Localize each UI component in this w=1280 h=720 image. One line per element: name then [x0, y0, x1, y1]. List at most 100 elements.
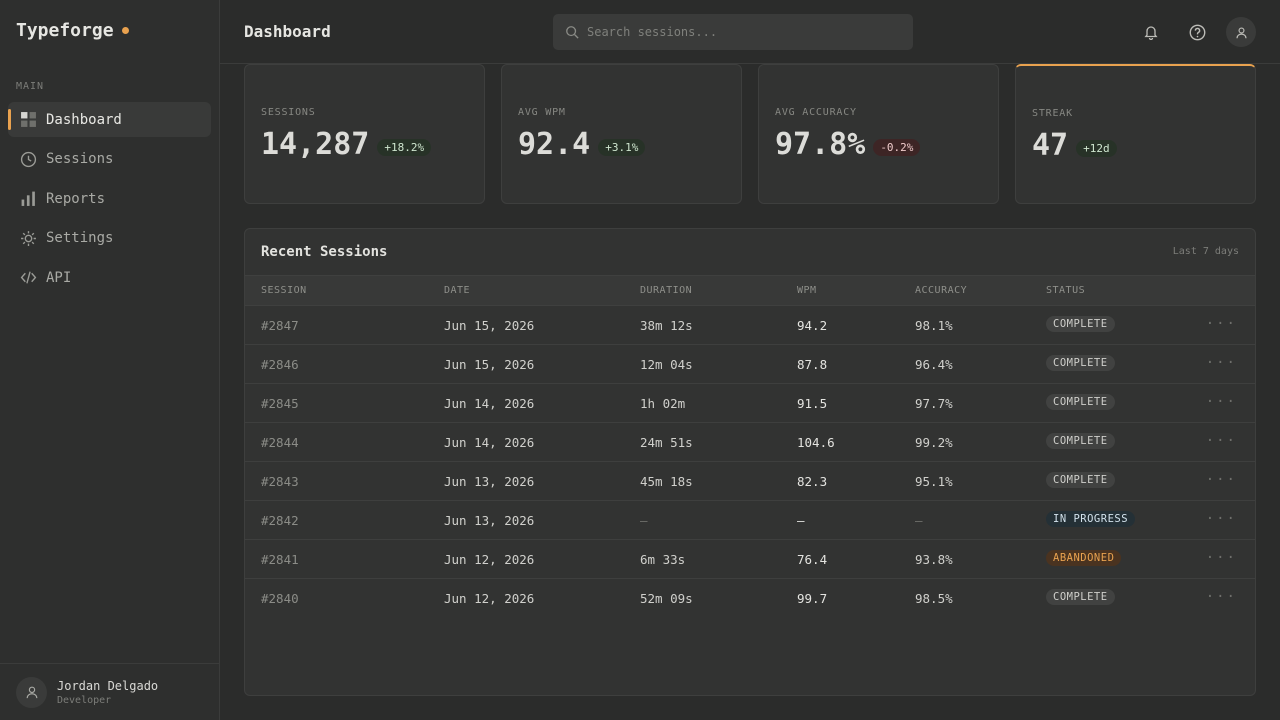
sidebar-item-api[interactable]: API — [8, 260, 211, 295]
table-row[interactable]: #2840 Jun 12, 2026 52m 09s 99.7 98.5% COMPLET… — [245, 579, 1255, 618]
status-badge: COMPLETE — [1046, 589, 1115, 605]
page-title: Dashboard — [244, 22, 331, 41]
sidebar-item-reports[interactable]: Reports — [8, 181, 211, 216]
session-accuracy: 97.7% — [915, 396, 953, 411]
bell-icon — [1144, 26, 1158, 40]
stat-delta-badge: +12d — [1076, 140, 1117, 157]
more-options-icon[interactable]: ··· — [1205, 433, 1237, 449]
session-date: Jun 12, 2026 — [444, 591, 535, 606]
session-accuracy: 95.1% — [915, 474, 953, 489]
session-id[interactable]: #2846 — [261, 357, 299, 372]
session-accuracy: 93.8% — [915, 552, 953, 567]
date-range-label[interactable]: Last 7 days — [1172, 246, 1239, 257]
sidebar-item-dashboard[interactable]: Dashboard — [8, 102, 211, 137]
session-id[interactable]: #2845 — [261, 396, 299, 411]
more-options-icon[interactable]: ··· — [1205, 589, 1237, 605]
clock-icon — [20, 151, 37, 168]
session-id[interactable]: #2847 — [261, 318, 299, 333]
sidebar-item-label: Sessions — [46, 151, 114, 167]
grid-icon — [20, 111, 37, 128]
session-date: Jun 15, 2026 — [444, 318, 535, 333]
column-header-duration[interactable]: DURATION — [640, 285, 693, 296]
sidebar-item-label: Reports — [46, 190, 106, 207]
status-badge: COMPLETE — [1046, 394, 1115, 410]
session-wpm: 82.3 — [797, 474, 828, 489]
session-id[interactable]: #2840 — [261, 591, 299, 606]
app-name: Typeforge — [16, 20, 114, 41]
app-logo[interactable]: Typeforge — [16, 20, 129, 41]
more-options-icon[interactable]: ··· — [1205, 472, 1237, 488]
more-options-icon[interactable]: ··· — [1205, 550, 1237, 566]
stat-card-sessions: SESSIONS 14,287 +18.2% — [244, 64, 485, 204]
code-icon — [20, 269, 37, 286]
session-accuracy: — — [915, 513, 923, 528]
session-duration: 38m 12s — [640, 318, 693, 333]
table-row[interactable]: #2846 Jun 15, 2026 12m 04s 87.8 96.4% COMPLET… — [245, 345, 1255, 384]
bar-chart-icon — [20, 190, 37, 207]
sidebar-item-label: Dashboard — [46, 111, 122, 128]
sidebar-item-sessions[interactable]: Sessions — [8, 142, 211, 177]
user-icon — [26, 686, 37, 699]
table-row[interactable]: #2843 Jun 13, 2026 45m 18s 82.3 95.1% COMPLET… — [245, 462, 1255, 501]
notifications-button[interactable] — [1136, 17, 1166, 47]
session-accuracy: 99.2% — [915, 435, 953, 450]
session-id[interactable]: #2841 — [261, 552, 299, 567]
session-id[interactable]: #2842 — [261, 513, 299, 528]
session-wpm: 87.8 — [797, 357, 828, 372]
help-button[interactable] — [1182, 17, 1212, 47]
more-options-icon[interactable]: ··· — [1205, 394, 1237, 410]
session-wpm: 99.7 — [797, 591, 828, 606]
stat-label: AVG ACCURACY — [775, 107, 857, 118]
stat-card-streak: STREAK 47 +12d — [1015, 64, 1256, 204]
session-id[interactable]: #2844 — [261, 435, 299, 450]
session-accuracy: 96.4% — [915, 357, 953, 372]
search-bar — [553, 14, 913, 50]
table-row[interactable]: #2842 Jun 13, 2026 — — — IN PROGRESS ··· — [245, 501, 1255, 540]
column-header-session[interactable]: SESSION — [261, 285, 307, 296]
session-date: Jun 13, 2026 — [444, 513, 535, 528]
column-header-accuracy[interactable]: ACCURACY — [915, 285, 968, 296]
table-row[interactable]: #2844 Jun 14, 2026 24m 51s 104.6 99.2% COMPLE… — [245, 423, 1255, 462]
table-row[interactable]: #2841 Jun 12, 2026 6m 33s 76.4 93.8% ABANDONE… — [245, 540, 1255, 579]
avatar — [16, 676, 47, 708]
column-header-status[interactable]: STATUS — [1046, 285, 1086, 296]
more-options-icon[interactable]: ··· — [1205, 511, 1237, 527]
session-duration: 1h 02m — [640, 396, 686, 411]
table-body: #2847 Jun 15, 2026 38m 12s 94.2 98.1% COMPLET… — [245, 306, 1255, 618]
column-header-wpm[interactable]: WPM — [797, 285, 817, 296]
sidebar-item-label: Settings — [46, 230, 114, 246]
help-icon — [1189, 24, 1205, 40]
recent-sessions-panel: Recent Sessions Last 7 days SESSION DATE… — [244, 228, 1256, 696]
nav-section-label: MAIN — [16, 81, 45, 92]
session-duration: 45m 18s — [640, 474, 693, 489]
brand-dot-icon — [121, 27, 129, 34]
stat-value: 92.4 — [518, 127, 591, 162]
more-options-icon[interactable]: ··· — [1205, 316, 1237, 332]
session-wpm: 104.6 — [797, 435, 835, 450]
session-date: Jun 15, 2026 — [444, 357, 535, 372]
session-wpm: 91.5 — [797, 396, 828, 411]
column-header-date[interactable]: DATE — [444, 285, 471, 296]
sidebar: Typeforge MAIN Dashboard Sessions Report… — [0, 0, 220, 720]
status-badge: COMPLETE — [1046, 433, 1115, 449]
status-badge: COMPLETE — [1046, 355, 1115, 371]
table-row[interactable]: #2845 Jun 14, 2026 1h 02m 91.5 97.7% COMPLETE… — [245, 384, 1255, 423]
sidebar-nav: Dashboard Sessions Reports Settings API — [8, 102, 211, 300]
search-input[interactable] — [587, 25, 897, 39]
session-duration: 12m 04s — [640, 357, 693, 372]
table-row[interactable]: #2847 Jun 15, 2026 38m 12s 94.2 98.1% COMPLET… — [245, 306, 1255, 345]
user-profile[interactable]: Jordan Delgado Developer — [0, 663, 219, 720]
search-icon — [566, 26, 579, 39]
user-name: Jordan Delgado — [57, 678, 159, 693]
session-date: Jun 14, 2026 — [444, 396, 535, 411]
session-date: Jun 14, 2026 — [444, 435, 535, 450]
sidebar-item-label: API — [46, 269, 72, 286]
more-options-icon[interactable]: ··· — [1205, 355, 1237, 371]
session-date: Jun 12, 2026 — [444, 552, 535, 567]
sidebar-item-settings[interactable]: Settings — [8, 221, 211, 256]
session-wpm: 76.4 — [797, 552, 828, 567]
stat-delta-badge: +3.1% — [598, 139, 646, 156]
session-id[interactable]: #2843 — [261, 474, 299, 489]
header-avatar-button[interactable] — [1226, 17, 1256, 47]
stat-value: 14,287 — [261, 127, 370, 162]
